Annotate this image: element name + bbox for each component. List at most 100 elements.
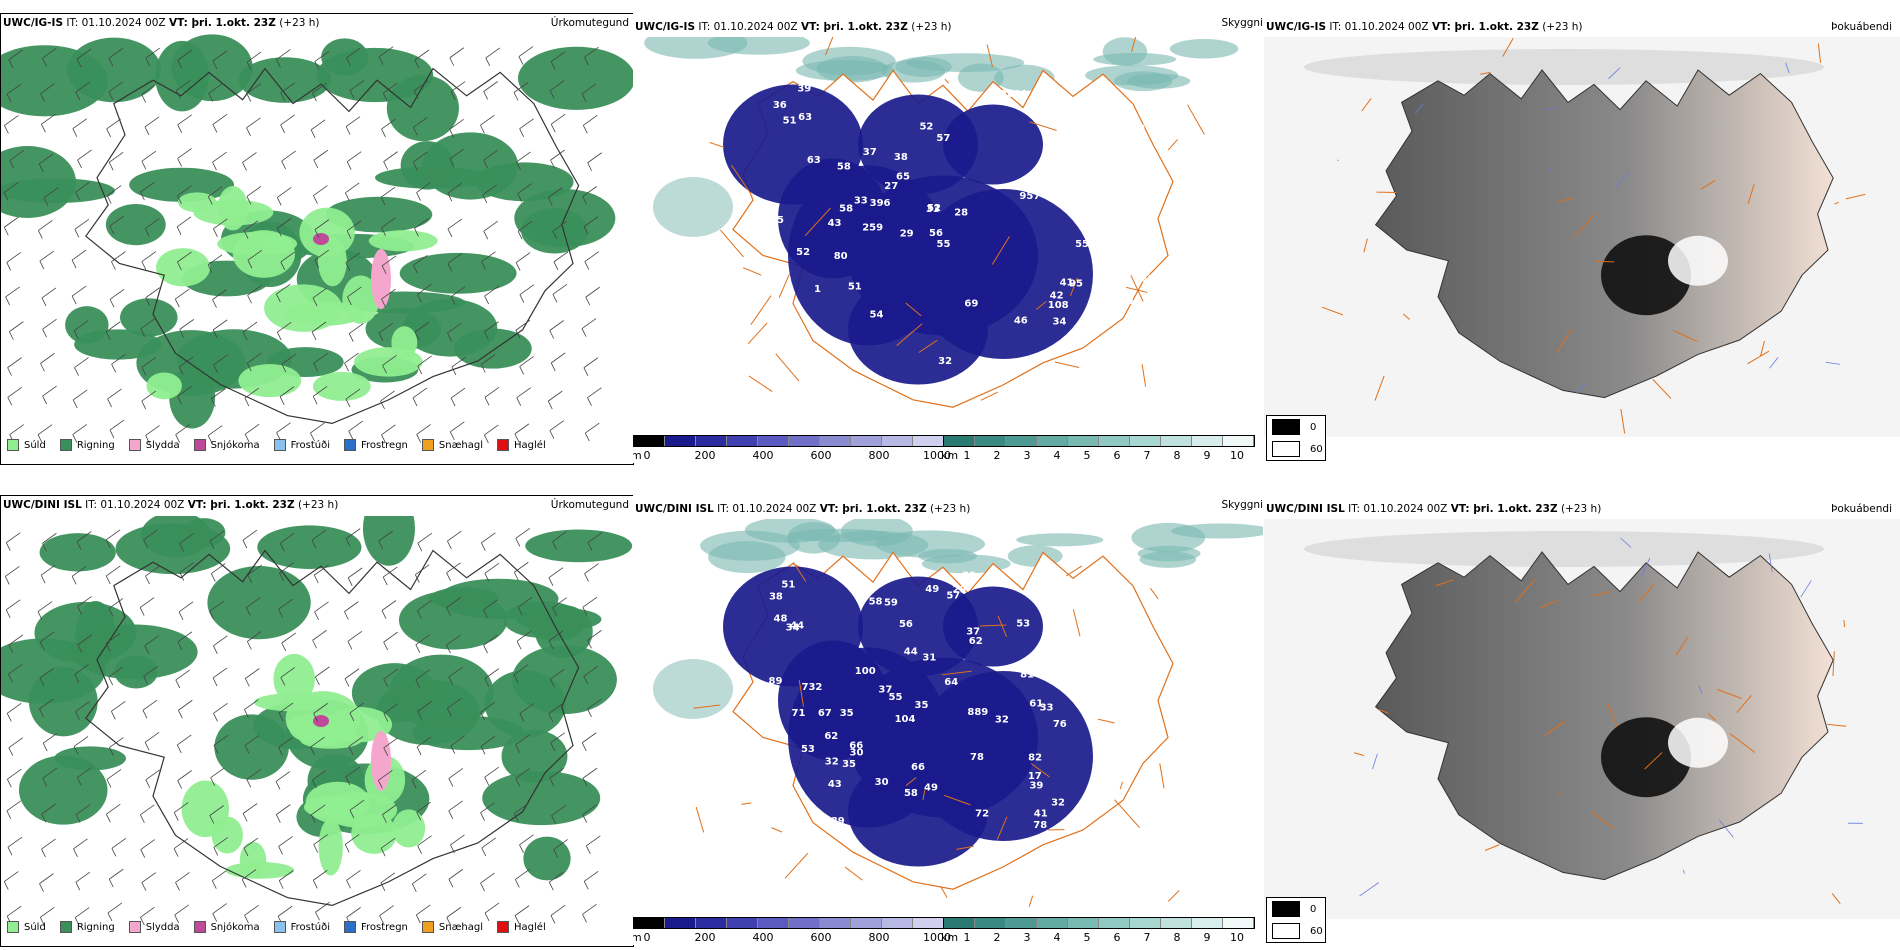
legend-label: Frostúði <box>290 921 330 933</box>
visibility-value: 95 <box>1069 279 1083 290</box>
vis-tick: 5 <box>1083 449 1091 462</box>
legend-label: Haglél <box>514 439 546 451</box>
vis-tick: 1 <box>963 449 971 462</box>
vis-tick: 2 <box>993 449 1001 462</box>
visibility-value: 32 <box>938 356 952 367</box>
visibility-value: 32 <box>995 715 1009 726</box>
precip-legend-item: Snæhagl <box>421 439 484 451</box>
height-tick: 600 <box>810 931 832 944</box>
visibility-value: 54 <box>870 310 884 321</box>
visibility-value: 30 <box>849 747 863 758</box>
precip-legend-item: Haglél <box>497 439 546 451</box>
visibility-value: 42 <box>1050 290 1064 301</box>
visibility-value: 66 <box>849 740 863 751</box>
visibility-value: 63 <box>798 112 812 123</box>
fog-legend-item: 0 <box>1267 416 1325 438</box>
visibility-value: 32 <box>1122 153 1136 164</box>
visibility-value: 45 <box>834 823 848 834</box>
visibility-value: 78 <box>1033 820 1047 831</box>
vis-panel-top: UWC/IG-IS IT: 01.10.2024 00Z VT: þri. 1.… <box>633 13 1263 463</box>
legend-label: Snæhagl <box>438 439 484 451</box>
legend-label: Snæhagl <box>438 921 484 933</box>
precip-legend-item: Frostúði <box>273 921 330 933</box>
visibility-value: 50 <box>811 847 825 858</box>
visibility-value: 43 <box>1056 187 1070 198</box>
visibility-value: 33 <box>854 196 868 207</box>
fog-legend-top: 0 60 <box>1266 415 1326 461</box>
legend-swatch <box>344 921 356 933</box>
visibility-value: 51 <box>781 579 795 590</box>
legend-label: Súld <box>24 921 46 933</box>
visibility-value: 37 <box>878 685 892 696</box>
visibility-value: 52 <box>796 247 810 258</box>
visibility-value: 957 <box>1019 191 1040 202</box>
visibility-value: 2611 <box>1000 89 1028 100</box>
visibility-value: 82 <box>1028 752 1042 763</box>
height-tick: 600 <box>810 449 832 462</box>
vis-tick: 3 <box>1023 931 1031 944</box>
visibility-value: 52 <box>1137 786 1151 797</box>
visibility-value: 29 <box>953 584 967 595</box>
visibility-value: 38 <box>769 591 783 602</box>
height-tick: 1000 <box>923 931 951 944</box>
visibility-value: 41 <box>1067 853 1081 864</box>
legend-swatch <box>193 439 206 451</box>
vis-panel-bottom: UWC/DINI ISL IT: 01.10.2024 00Z VT: þri.… <box>633 495 1263 945</box>
legend-swatch <box>7 921 19 933</box>
visibility-value: 49 <box>1130 628 1144 639</box>
visibility-value: 58 <box>904 788 918 799</box>
visibility-value: 34 <box>786 622 800 633</box>
visibility-value: 80 <box>834 251 848 262</box>
visibility-value: 51 <box>848 282 862 293</box>
visibility-value: 34 <box>1053 316 1067 327</box>
visibility-value: 39 <box>1040 597 1054 608</box>
vis-title-top: UWC/IG-IS IT: 01.10.2024 00Z VT: þri. 1.… <box>635 21 952 33</box>
fog-map-top <box>1264 37 1900 437</box>
visibility-value: 100 <box>855 666 876 677</box>
vis-type-label-bottom: Skyggni <box>1221 499 1264 511</box>
visibility-value: 55 <box>1075 239 1089 250</box>
fog-panel-bottom: UWC/DINI ISL IT: 01.10.2024 00Z VT: þri.… <box>1264 495 1900 945</box>
fog-legend-item: 60 <box>1267 920 1325 942</box>
legend-swatch <box>344 439 356 451</box>
fog-legend-item: 60 <box>1267 438 1325 460</box>
visibility-value: 64 <box>944 677 958 688</box>
precip-legend-item: Snjókoma <box>193 921 260 933</box>
visibility-value: 66 <box>911 762 925 773</box>
precip-legend-item: Rigning <box>59 439 115 451</box>
legend-label: Frostregn <box>361 439 408 451</box>
vis-tick: 10 <box>1230 449 1244 462</box>
visibility-value: 35 <box>842 759 856 770</box>
visibility-value: 52 <box>927 203 941 214</box>
precip-legend-item: Slydda <box>128 921 180 933</box>
visibility-value: 39 <box>797 83 811 94</box>
visibility-value: 61 <box>1029 699 1043 710</box>
visibility-value: 48 <box>785 358 799 369</box>
visibility-value: 41 <box>1060 278 1074 289</box>
visibility-value: 78 <box>970 752 984 763</box>
visibility-value: 32 <box>1126 219 1140 230</box>
vis-tick: 1 <box>963 931 971 944</box>
legend-label: Frostúði <box>290 439 330 451</box>
visibility-value: 72 <box>975 809 989 820</box>
visibility-value: 47 <box>806 379 820 390</box>
visibility-value: 732 <box>802 682 823 693</box>
visibility-value: 715 <box>1112 848 1133 859</box>
visibility-value: 45 <box>1036 377 1050 388</box>
fog-legend-label: 0 <box>1310 421 1317 433</box>
vis-tick: 3 <box>1023 449 1031 462</box>
vis-tick: 4 <box>1053 449 1061 462</box>
precip-legend-item: Frostúði <box>273 439 330 451</box>
vis-tick: 10 <box>1230 931 1244 944</box>
fog-legend-label: 0 <box>1310 903 1317 915</box>
visibility-value: 56 <box>899 619 913 630</box>
vis-title-bottom: UWC/DINI ISL IT: 01.10.2024 00Z VT: þri.… <box>635 503 971 515</box>
fog-title-bottom: UWC/DINI ISL IT: 01.10.2024 00Z VT: þri.… <box>1266 503 1602 515</box>
fog-legend-label: 60 <box>1310 443 1323 455</box>
legend-swatch <box>7 439 19 451</box>
fog-legend-bottom: 0 60 <box>1266 897 1326 943</box>
legend-swatch <box>421 921 434 933</box>
visibility-value: 94 <box>1031 105 1045 116</box>
visibility-value: 55 <box>937 239 951 250</box>
height-tick: 400 <box>752 449 774 462</box>
